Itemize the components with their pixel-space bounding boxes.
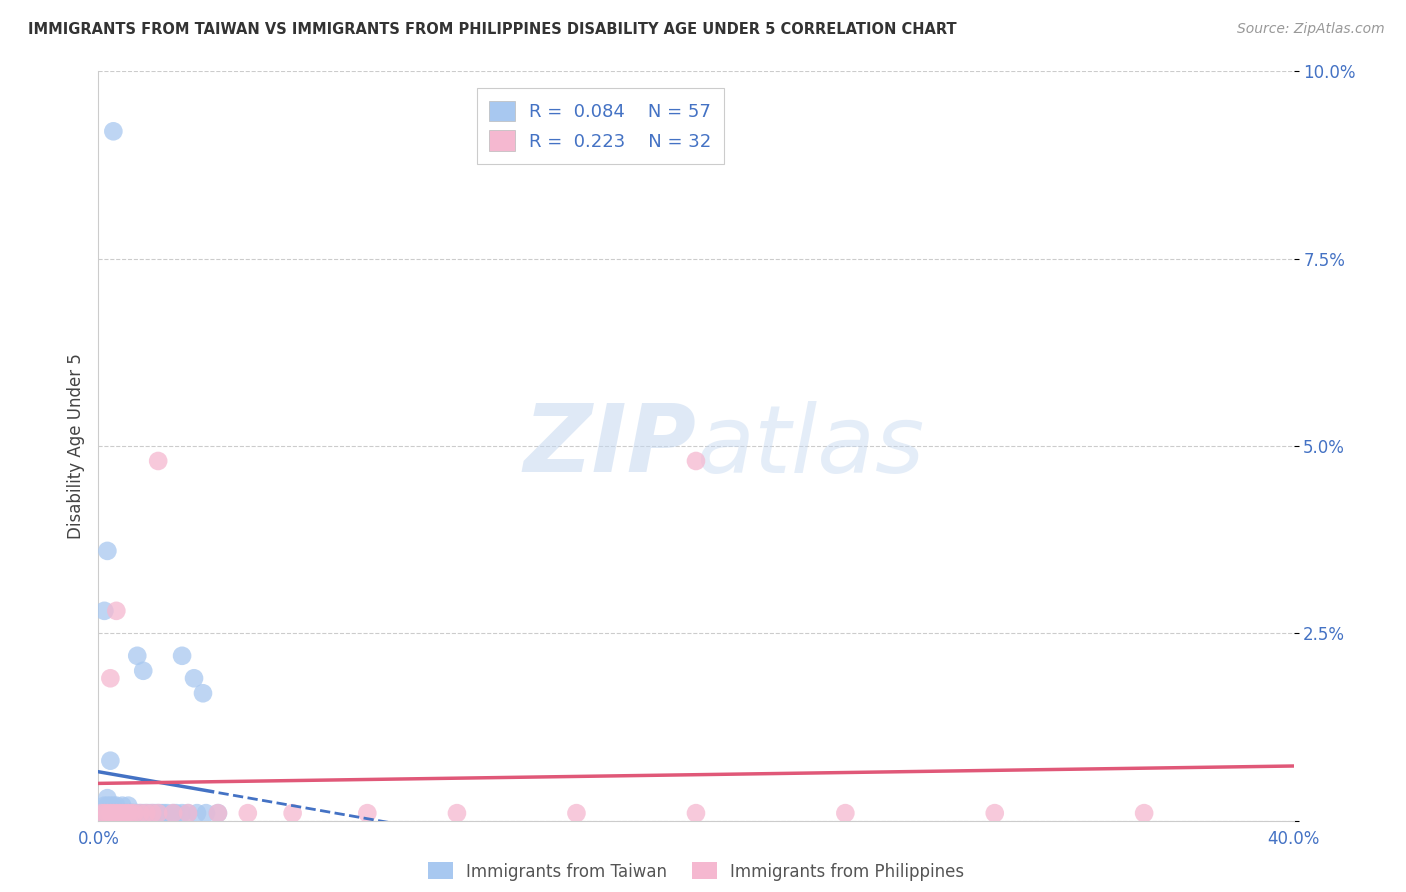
Point bbox=[96, 806, 118, 821]
Text: atlas: atlas bbox=[696, 401, 924, 491]
Point bbox=[120, 806, 142, 821]
Point bbox=[446, 806, 468, 821]
Text: Source: ZipAtlas.com: Source: ZipAtlas.com bbox=[1237, 22, 1385, 37]
Point bbox=[1133, 806, 1156, 821]
Point bbox=[108, 806, 131, 821]
Point bbox=[103, 806, 125, 821]
Point bbox=[148, 454, 170, 468]
Point bbox=[124, 806, 146, 821]
Point bbox=[90, 806, 112, 821]
Point bbox=[162, 806, 184, 821]
Point bbox=[141, 806, 163, 821]
Point bbox=[105, 798, 128, 813]
Point bbox=[117, 806, 139, 821]
Point bbox=[132, 664, 155, 678]
Point bbox=[172, 648, 194, 663]
Point bbox=[103, 806, 125, 821]
Point bbox=[93, 806, 115, 821]
Point bbox=[183, 671, 205, 685]
Point bbox=[108, 806, 131, 821]
Point bbox=[103, 798, 125, 813]
Point bbox=[103, 806, 125, 821]
Point bbox=[98, 806, 122, 821]
Point bbox=[96, 806, 118, 821]
Point bbox=[111, 798, 134, 813]
Point bbox=[120, 806, 142, 821]
Point bbox=[186, 806, 208, 821]
Point bbox=[135, 806, 157, 821]
Point bbox=[98, 754, 122, 768]
Point bbox=[984, 806, 1007, 821]
Point bbox=[117, 806, 139, 821]
Point bbox=[177, 806, 200, 821]
Point bbox=[195, 806, 218, 821]
Point bbox=[177, 806, 200, 821]
Point bbox=[105, 806, 128, 821]
Point bbox=[105, 604, 128, 618]
Point bbox=[143, 806, 166, 821]
Point bbox=[207, 806, 229, 821]
Point bbox=[141, 806, 163, 821]
Point bbox=[114, 806, 136, 821]
Point bbox=[162, 806, 184, 821]
Point bbox=[129, 806, 152, 821]
Point bbox=[96, 798, 118, 813]
Text: IMMIGRANTS FROM TAIWAN VS IMMIGRANTS FROM PHILIPPINES DISABILITY AGE UNDER 5 COR: IMMIGRANTS FROM TAIWAN VS IMMIGRANTS FRO… bbox=[28, 22, 956, 37]
Point bbox=[103, 124, 125, 138]
Point bbox=[96, 806, 118, 821]
Point bbox=[685, 806, 707, 821]
Point bbox=[103, 806, 125, 821]
Point bbox=[98, 671, 122, 685]
Point bbox=[111, 806, 134, 821]
Point bbox=[90, 806, 112, 821]
Point bbox=[236, 806, 259, 821]
Point bbox=[148, 806, 170, 821]
Point bbox=[156, 806, 179, 821]
Y-axis label: Disability Age Under 5: Disability Age Under 5 bbox=[66, 353, 84, 539]
Point bbox=[356, 806, 378, 821]
Point bbox=[117, 798, 139, 813]
Point bbox=[98, 806, 122, 821]
Point bbox=[111, 806, 134, 821]
Point bbox=[127, 806, 149, 821]
Point bbox=[120, 806, 142, 821]
Point bbox=[148, 806, 170, 821]
Text: ZIP: ZIP bbox=[523, 400, 696, 492]
Point bbox=[685, 454, 707, 468]
Point bbox=[138, 806, 160, 821]
Point bbox=[834, 806, 856, 821]
Point bbox=[132, 806, 155, 821]
Point bbox=[98, 806, 122, 821]
Point bbox=[98, 798, 122, 813]
Point bbox=[93, 806, 115, 821]
Point bbox=[207, 806, 229, 821]
Point bbox=[96, 791, 118, 805]
Point bbox=[96, 544, 118, 558]
Point bbox=[108, 806, 131, 821]
Point bbox=[172, 806, 194, 821]
Point bbox=[281, 806, 304, 821]
Point bbox=[93, 806, 115, 821]
Point bbox=[191, 686, 214, 700]
Legend: Immigrants from Taiwan, Immigrants from Philippines: Immigrants from Taiwan, Immigrants from … bbox=[420, 855, 972, 888]
Point bbox=[127, 648, 149, 663]
Point bbox=[93, 604, 115, 618]
Point bbox=[111, 806, 134, 821]
Point bbox=[150, 806, 173, 821]
Point bbox=[153, 806, 176, 821]
Point bbox=[114, 806, 136, 821]
Point bbox=[129, 806, 152, 821]
Point bbox=[135, 806, 157, 821]
Point bbox=[93, 798, 115, 813]
Point bbox=[165, 806, 187, 821]
Point bbox=[105, 806, 128, 821]
Point bbox=[565, 806, 588, 821]
Point bbox=[124, 806, 146, 821]
Point bbox=[105, 806, 128, 821]
Point bbox=[114, 806, 136, 821]
